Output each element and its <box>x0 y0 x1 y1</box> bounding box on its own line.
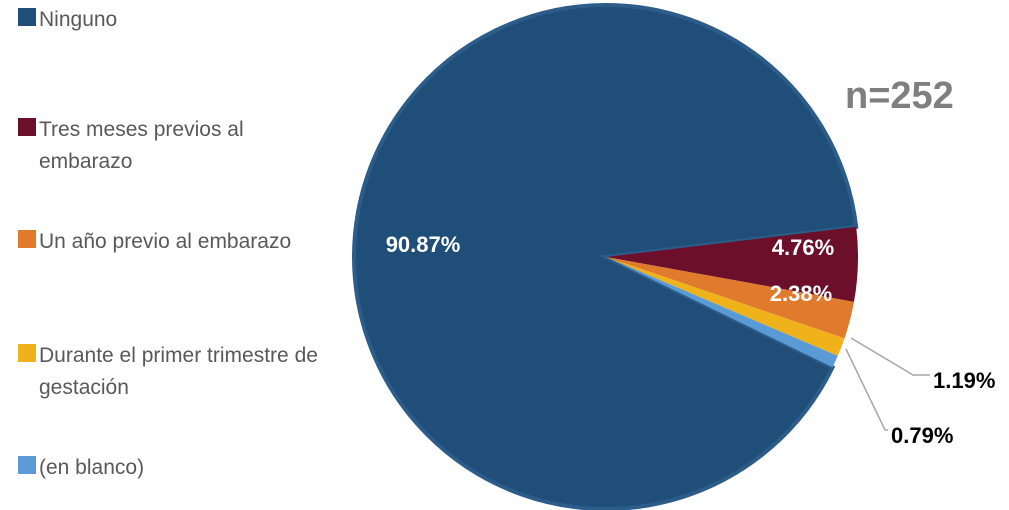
legend-item: Durante el primer trimestre de gestación <box>18 340 318 404</box>
legend-swatch <box>18 230 36 248</box>
legend-label: (en blanco) <box>39 456 145 479</box>
legend-label: Un año previo al embarazo <box>39 230 292 253</box>
sample-size-label: n=252 <box>845 75 954 117</box>
pie-slice <box>606 226 859 302</box>
legend-swatch <box>18 456 36 474</box>
legend-swatch <box>18 118 36 136</box>
data-label: 0.79% <box>891 423 953 448</box>
legend-swatch <box>18 8 36 26</box>
legend-label: Tres meses previos al embarazo <box>39 118 244 173</box>
legend-item: (en blanco) <box>18 452 318 484</box>
data-label: 4.76% <box>772 235 834 260</box>
data-labels: 90.87% 4.76% 2.38% 1.19% 0.79% <box>386 232 996 448</box>
pie-slice <box>606 257 845 356</box>
legend-item: Ninguno <box>18 4 318 36</box>
leader-line <box>850 337 930 376</box>
pie-slice <box>606 257 854 339</box>
leader-line <box>845 348 888 431</box>
pie-slices <box>352 3 859 510</box>
pie-slice <box>606 257 838 368</box>
legend-label: Ninguno <box>39 8 118 31</box>
legend-item: Tres meses previos al embarazo <box>18 114 318 178</box>
legend: Ninguno Tres meses previos al embarazo U… <box>0 0 320 510</box>
data-label: 2.38% <box>770 281 832 306</box>
legend-label: Durante el primer trimestre de gestación <box>39 344 318 399</box>
legend-swatch <box>18 344 36 362</box>
pie-slice <box>352 3 859 510</box>
data-label: 1.19% <box>933 368 995 393</box>
legend-item: Un año previo al embarazo <box>18 226 318 258</box>
leader-lines <box>845 337 930 431</box>
data-label: 90.87% <box>386 232 461 257</box>
